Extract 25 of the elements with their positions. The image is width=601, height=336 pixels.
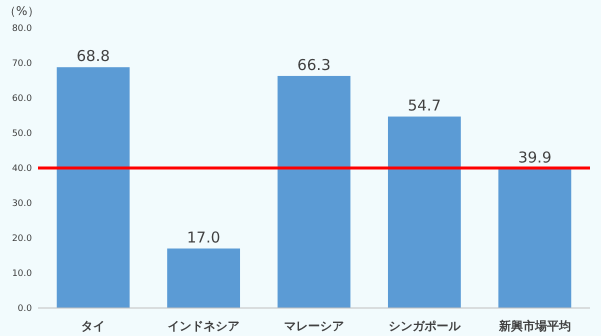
bar — [167, 248, 240, 308]
x-tick-label: 新興市場平均 — [498, 319, 571, 333]
y-axis-title: （%） — [4, 4, 40, 18]
y-tick-label: 60.0 — [12, 94, 32, 104]
y-tick-label: 40.0 — [12, 164, 32, 174]
x-tick-label: マレーシア — [284, 319, 344, 333]
y-tick-label: 20.0 — [12, 234, 32, 244]
bar — [56, 67, 130, 308]
data-label: 39.9 — [518, 148, 552, 166]
y-tick-label: 50.0 — [12, 129, 32, 139]
x-tick-label: インドネシア — [168, 319, 240, 333]
y-tick-label: 30.0 — [12, 199, 32, 209]
data-label: 66.3 — [297, 56, 331, 74]
bar — [388, 116, 461, 308]
x-tick-label: シンガポール — [388, 319, 462, 333]
y-tick-label: 0.0 — [18, 304, 32, 314]
bar — [278, 76, 350, 308]
y-tick-label: 70.0 — [12, 59, 32, 69]
bar — [498, 168, 572, 308]
y-tick-label: 80.0 — [12, 24, 32, 34]
x-tick-label: タイ — [81, 319, 106, 333]
data-label: 68.8 — [76, 47, 110, 66]
data-label: 54.7 — [408, 96, 442, 115]
data-label: 17.0 — [186, 228, 220, 246]
y-tick-label: 10.0 — [12, 269, 32, 279]
